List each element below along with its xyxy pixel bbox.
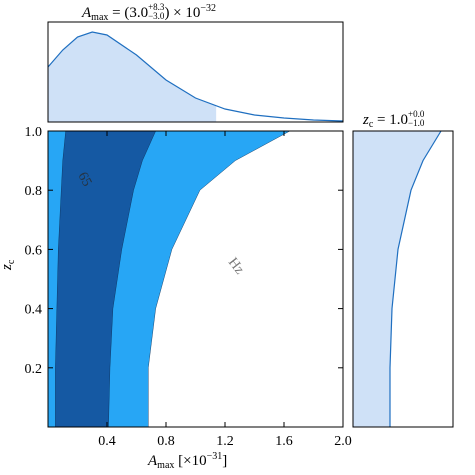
y-tick-label: 0.4 [25, 303, 43, 318]
y-axis-label: zc [0, 259, 17, 270]
top-title: Amax = (3.0 +8.3 −3.0) × 10−32 [82, 1, 217, 23]
credible-region [353, 131, 441, 427]
watermark: Hz [225, 255, 247, 277]
watermark: 65 [74, 170, 94, 189]
density-line [47, 31, 344, 122]
y-tick-label: 1.0 [25, 125, 43, 140]
x-tick-label: 1.2 [216, 434, 234, 449]
credible-region [48, 32, 217, 122]
x-tick-label: 0.4 [98, 434, 116, 449]
plot-frame [47, 130, 344, 428]
x-tick-label: 1.6 [275, 434, 293, 449]
y-tick-label: 0.6 [25, 243, 43, 258]
y-tick-label: 0.2 [25, 362, 43, 377]
plot-frame [47, 21, 344, 123]
x-tick-label: 0.8 [157, 434, 175, 449]
x-axis-label: Amax [×10−31] [148, 451, 228, 471]
right-title: zc = 1.0 +0.0 −1.0 [363, 108, 425, 130]
x-tick-label: 2.0 [334, 434, 352, 449]
density-line [389, 130, 442, 427]
plot-frame [352, 130, 454, 428]
y-tick-label: 0.8 [25, 184, 43, 199]
